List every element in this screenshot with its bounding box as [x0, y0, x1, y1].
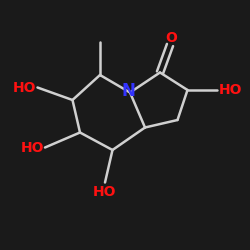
Text: HO: HO [219, 83, 242, 97]
Text: HO: HO [13, 80, 36, 94]
Text: N: N [122, 82, 136, 100]
Text: O: O [165, 31, 177, 45]
Text: HO: HO [93, 185, 117, 199]
Text: HO: HO [20, 140, 44, 154]
